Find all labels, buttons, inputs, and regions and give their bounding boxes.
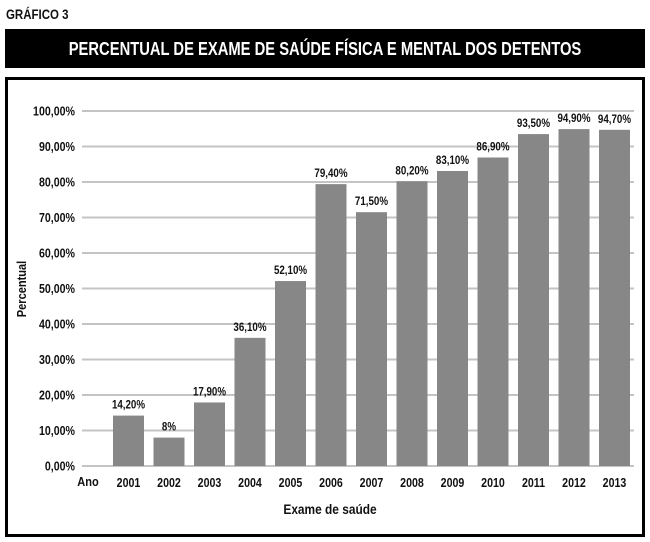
bar-2008 <box>396 181 428 467</box>
y-axis-label: Percentual <box>14 261 29 317</box>
chart-frame <box>5 77 645 537</box>
data-label: 80,20% <box>395 165 429 178</box>
bar-2004 <box>234 337 266 466</box>
bars <box>113 129 630 467</box>
y-tick-label: 80,00% <box>39 176 75 190</box>
y-tick-label: 90,00% <box>39 140 75 154</box>
data-label: 86,90% <box>476 141 510 154</box>
x-tick-label: 2004 <box>238 476 262 490</box>
x-tick-label: 2006 <box>319 476 343 490</box>
data-label: 83,10% <box>436 154 470 167</box>
bar-2013 <box>599 129 630 466</box>
data-label: 79,40% <box>314 167 348 180</box>
data-label: 17,90% <box>193 386 227 399</box>
x-axis-prefix: Ano <box>77 474 98 489</box>
bar-2005 <box>275 281 306 466</box>
y-tick-label: 40,00% <box>39 318 75 332</box>
figure-label: GRÁFICO 3 <box>6 6 69 22</box>
data-label: 71,50% <box>355 195 389 208</box>
x-tick-label: 2002 <box>157 476 181 490</box>
x-tick-label: 2007 <box>360 476 384 490</box>
x-tick-label: 2011 <box>522 476 546 490</box>
y-tick-label: 100,00% <box>33 105 75 119</box>
data-label: 94,90% <box>557 112 591 125</box>
y-tick-label: 10,00% <box>39 424 75 438</box>
x-tick-labels: 2001 2002 2003 2004 2005 2006 2007 2008 2009 2010… <box>117 476 627 490</box>
bar-2012 <box>558 129 590 467</box>
chart-title-bar: PERCENTUAL DE EXAME DE SAÚDE FÍSICA E ME… <box>5 29 645 68</box>
data-labels: 14,20% 8% 17,90% 36,10% 52,10% 79,40% 71,50% 80… <box>112 112 632 433</box>
x-tick-label: 2009 <box>441 476 465 490</box>
x-tick-label: 2003 <box>198 476 222 490</box>
y-tick-labels: 0,00% 10,00% 20,00% 30,00% 40,00% 50,00% 60,00… <box>33 105 75 474</box>
data-label: 93,50% <box>517 117 551 130</box>
y-tick-label: 70,00% <box>39 211 75 225</box>
x-tick-label: 2001 <box>117 476 141 490</box>
chart-title: PERCENTUAL DE EXAME DE SAÚDE FÍSICA E ME… <box>68 39 582 59</box>
bar-2011 <box>518 134 549 466</box>
bar-2001 <box>113 415 144 466</box>
data-label: 36,10% <box>233 321 267 334</box>
x-tick-label: 2012 <box>562 476 586 490</box>
x-tick-label: 2005 <box>279 476 303 490</box>
bar-2010 <box>477 157 509 466</box>
y-tick-label: 50,00% <box>39 282 75 296</box>
data-label: 14,20% <box>112 399 146 412</box>
x-tick-label: 2013 <box>603 476 627 490</box>
y-tick-label: 0,00% <box>45 460 75 474</box>
y-tick-label: 60,00% <box>39 247 75 261</box>
bar-2009 <box>437 170 468 466</box>
data-label: 52,10% <box>274 264 308 277</box>
bar-2006 <box>315 184 347 466</box>
x-tick-label: 2010 <box>481 476 505 490</box>
x-axis-label: Exame de saúde <box>283 501 376 517</box>
x-tick-label: 2008 <box>400 476 424 490</box>
bar-2002 <box>153 437 185 466</box>
data-label: 8% <box>162 421 177 434</box>
data-label: 94,70% <box>598 113 632 126</box>
y-tick-label: 20,00% <box>39 389 75 403</box>
y-tick-label: 30,00% <box>39 353 75 367</box>
bar-2003 <box>194 402 225 466</box>
bar-2007 <box>356 212 387 466</box>
